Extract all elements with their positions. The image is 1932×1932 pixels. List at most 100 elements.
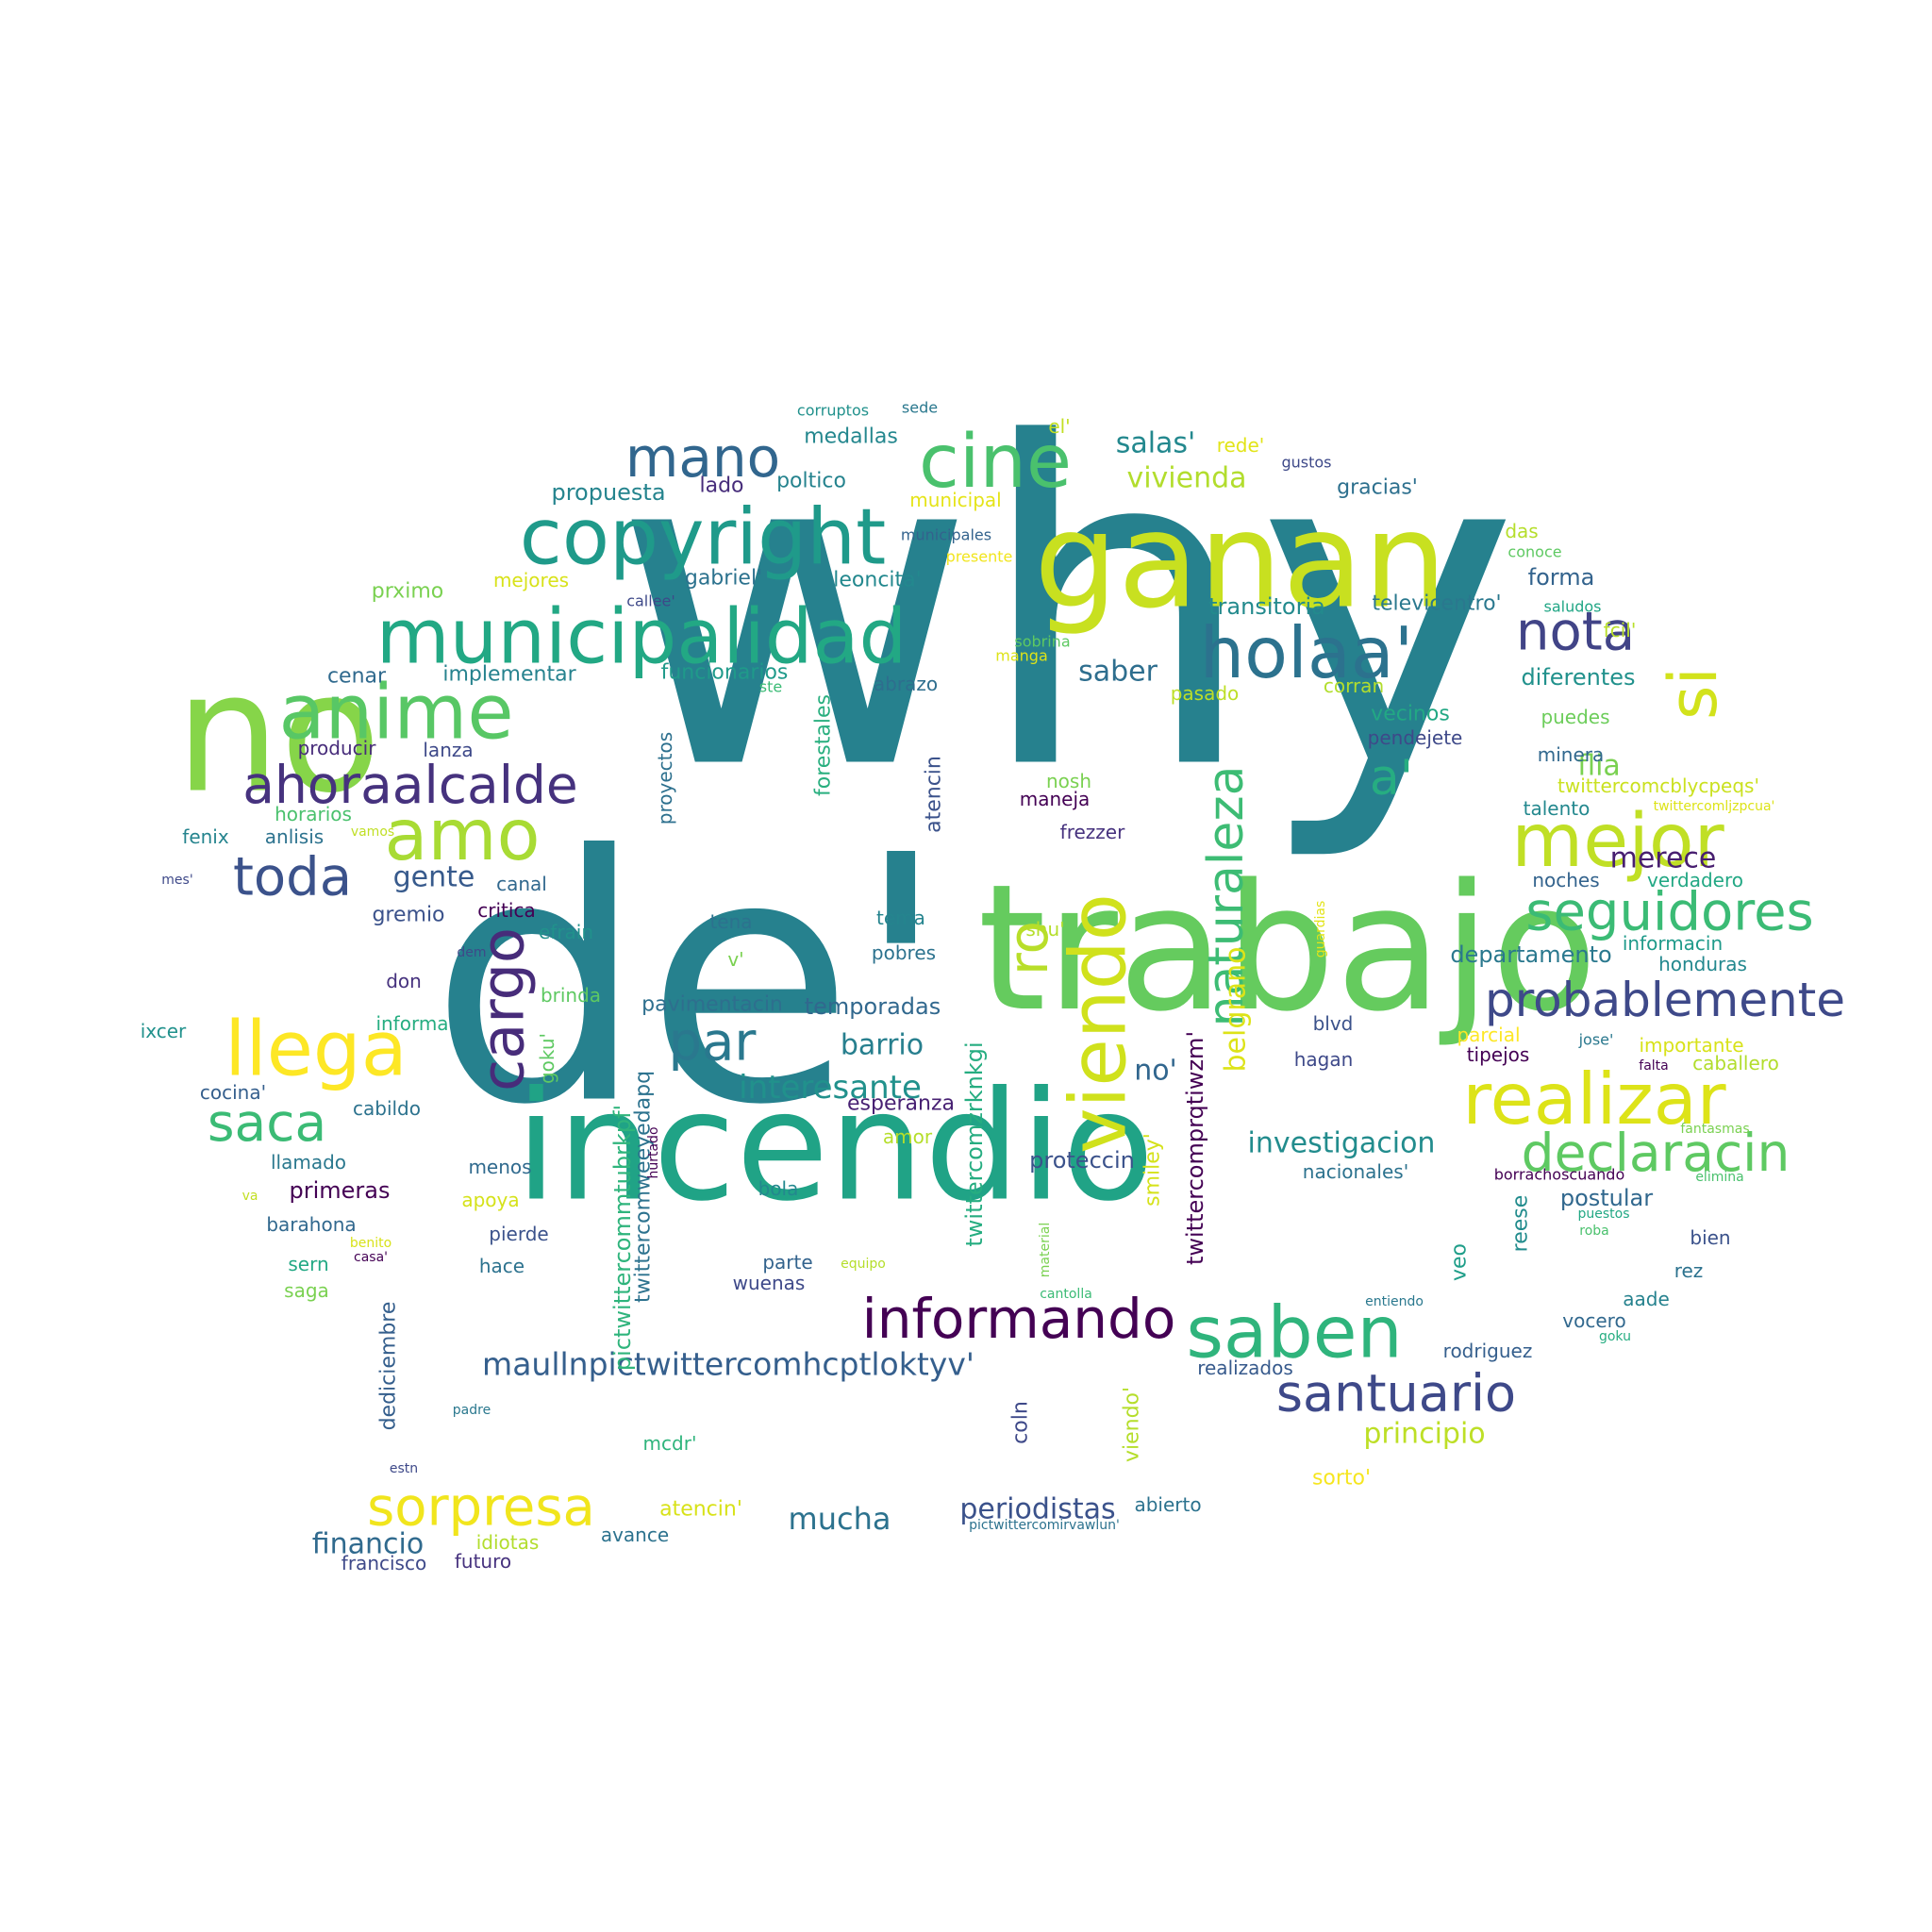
cloud-word: pendejete [1368,726,1463,749]
cloud-word: el' [1048,415,1070,438]
cloud-word: saber [1078,656,1158,689]
cloud-word: naturaleza [1198,765,1255,1026]
cloud-word: cine [919,420,1072,505]
cloud-word: departamento [1450,941,1611,968]
cloud-word: rez [1674,1259,1704,1282]
cloud-word: don [386,970,422,992]
cloud-word: elimina [1695,1170,1743,1185]
cloud-word: municipal [909,489,1001,511]
cloud-word: aade [1623,1288,1670,1310]
cloud-word: guardias [1313,901,1328,958]
cloud-word: cargo [469,927,538,1091]
cloud-word: fenix [182,825,229,848]
cloud-word: goku' [536,1033,558,1084]
cloud-word: belgrano [1220,947,1253,1073]
cloud-word: anime [278,669,513,757]
cloud-word: shu' [1025,918,1064,941]
cloud-word: jose' [1578,1031,1614,1049]
cloud-word: fcil' [1604,619,1637,641]
cloud-word: forestales [812,694,836,796]
cloud-word: copyright [520,493,887,583]
cloud-word: twittercomprqtiwzm' [1182,1031,1208,1265]
cloud-word: viendo' [1121,1387,1144,1462]
cloud-word: apoya [461,1189,519,1211]
cloud-word: esperanza [847,1092,955,1116]
cloud-word: medallas [804,425,898,449]
cloud-word: estn [390,1461,418,1476]
cloud-word: no' [1134,1055,1177,1088]
cloud-word: brinda [541,984,601,1007]
cloud-word: bola [758,1177,799,1200]
cloud-word: barahona [266,1213,356,1236]
cloud-word: casa' [354,1250,388,1265]
cloud-word: tema [876,907,925,929]
cloud-word: smiley' [1141,1133,1165,1207]
cloud-word: mucha [789,1501,891,1537]
cloud-word: noches [1532,869,1599,891]
cloud-word: mcdr' [643,1432,697,1455]
cloud-word: periodistas [959,1493,1115,1526]
cloud-word: funcionarios [661,661,789,685]
cloud-word: cenar [327,665,387,689]
cloud-word: sobrina [1014,633,1070,651]
cloud-word: saga [284,1279,329,1302]
cloud-word: cocina' [200,1081,266,1104]
cloud-word: puestos [1577,1207,1629,1222]
cloud-word: pavimentacin [641,993,783,1017]
cloud-word: primeras [290,1177,391,1204]
cloud-word: atencin [923,756,946,833]
cloud-word: holaa' [1200,611,1414,694]
cloud-word: importante [1639,1034,1743,1057]
cloud-word: sern [288,1253,328,1275]
cloud-word: pictwittercommtubrkpf' [609,1105,636,1371]
cloud-word: abrazo [874,673,938,695]
cloud-word: prximo [372,580,443,604]
cloud-word: callee' [626,592,675,610]
cloud-word: seguidores [1525,882,1813,943]
cloud-word: conoce [1507,543,1561,561]
cloud-word: merece [1610,842,1717,875]
cloud-word: lado [699,475,743,498]
cloud-word: talento [1524,797,1591,820]
cloud-word: dediciembre [377,1302,401,1431]
cloud-word: padre [453,1403,491,1418]
cloud-word: idiotas [476,1531,540,1554]
cloud-word: menos [468,1156,531,1178]
cloud-word: incendio [515,1058,1155,1235]
cloud-word: de' [430,784,948,1179]
cloud-word: financio [312,1528,425,1561]
cloud-word: ste [759,678,782,696]
cloud-word: rede' [1217,434,1265,457]
cloud-word: amor [883,1125,933,1148]
cloud-word: implementar [442,663,576,687]
cloud-word: poltico [776,470,846,493]
cloud-word: informa [375,1012,448,1035]
cloud-word: veo [1448,1243,1472,1281]
cloud-word: propuesta [551,479,665,506]
cloud-word: anlisis [265,825,324,848]
cloud-word: pobres [872,941,936,964]
cloud-word: hagan [1294,1048,1354,1071]
cloud-word: coln [1009,1401,1033,1444]
cloud-word: saca [208,1092,326,1153]
cloud-word: tena [709,910,752,933]
cloud-word: efrain [539,921,593,943]
cloud-word: twittercomcblycpeqs' [1557,774,1759,797]
cloud-word: maullnpictwittercomhcptloktyv' [482,1346,974,1383]
cloud-word: ro [996,921,1060,975]
cloud-word: verdadero [1647,869,1743,891]
cloud-word: nacionales' [1303,1160,1408,1183]
cloud-word: twittercomweeyedapq [632,1071,656,1303]
cloud-word: si [1655,667,1732,720]
cloud-word: proteccin [1029,1147,1135,1174]
cloud-word: vecinos [1371,703,1450,726]
cloud-word: critica [477,899,535,922]
cloud-word: manga [995,647,1048,665]
cloud-word: nosh [1046,770,1091,792]
cloud-word: va [242,1189,258,1204]
cloud-word: lanza [423,739,473,761]
cloud-word: abierto [1134,1493,1201,1516]
cloud-word: pictwittercomirvawlun' [969,1518,1120,1533]
cloud-word: honduras [1658,953,1747,975]
